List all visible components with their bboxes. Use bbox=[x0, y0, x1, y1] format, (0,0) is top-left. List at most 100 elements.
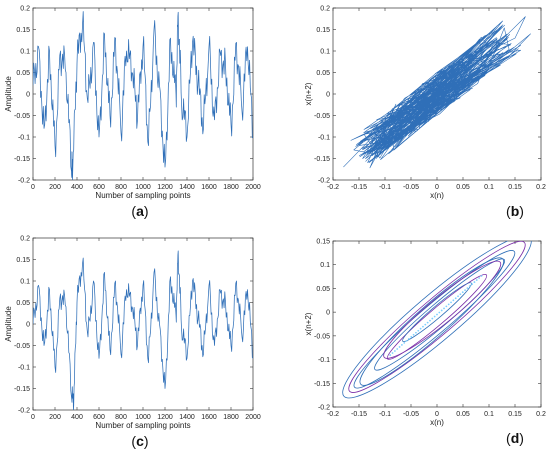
y-tick-label: 0.15 bbox=[316, 239, 330, 246]
panel-label: (b) bbox=[506, 203, 524, 219]
x-tick-label: 1200 bbox=[157, 184, 173, 191]
x-tick-label: 0.05 bbox=[456, 184, 470, 191]
y-tick-label: -0.2 bbox=[18, 408, 30, 415]
y-tick-label: -0.2 bbox=[18, 178, 30, 185]
center-point bbox=[431, 317, 434, 320]
y-tick-label: 0.05 bbox=[316, 286, 330, 293]
panel-label: (d) bbox=[506, 430, 524, 446]
x-tick-label: 800 bbox=[115, 414, 127, 421]
center-point bbox=[445, 305, 448, 308]
center-point bbox=[426, 321, 429, 324]
chart-panel-c: 0 200 400 600 800 1000 1200 1400 1600 1800 2000 -0.… bbox=[4, 236, 261, 450]
center-point bbox=[410, 335, 413, 338]
attractor-loop bbox=[402, 282, 472, 342]
x-tick-label: 1800 bbox=[223, 184, 239, 191]
panel-label: (c) bbox=[131, 433, 148, 449]
x-axis-label: Number of sampling points bbox=[95, 191, 190, 200]
x-tick-label: 1600 bbox=[201, 184, 217, 191]
y-tick-label: 0.05 bbox=[16, 300, 30, 307]
panel-label-open: ( bbox=[506, 203, 511, 219]
center-point bbox=[478, 277, 481, 279]
center-point bbox=[464, 289, 466, 292]
center-point bbox=[424, 323, 427, 326]
center-point bbox=[454, 297, 457, 300]
center-point bbox=[438, 311, 441, 314]
center-point bbox=[473, 281, 476, 283]
x-tick-label: 600 bbox=[93, 184, 105, 191]
y-tick-label: 0.2 bbox=[20, 236, 30, 243]
x-tick-label: -0.2 bbox=[327, 411, 339, 418]
x-tick-label: -0.15 bbox=[351, 411, 367, 418]
y-tick-label: 0.15 bbox=[16, 257, 30, 264]
x-tick-label: 0 bbox=[435, 411, 439, 418]
chart-panel-d: -0.2 -0.15 -0.1 -0.05 0 0.05 0.1 0.15 0.2 -0.2 -0.… bbox=[304, 239, 546, 447]
x-tick-label: 0.2 bbox=[536, 411, 546, 418]
x-tick-label: -0.2 bbox=[327, 184, 339, 191]
x-tick-label: 0.05 bbox=[456, 411, 470, 418]
center-point bbox=[440, 309, 443, 312]
y-axis-label: Amplitude bbox=[4, 76, 13, 112]
center-point bbox=[457, 295, 459, 298]
x-tick-label: -0.05 bbox=[403, 411, 419, 418]
y-tick-label: -0.05 bbox=[314, 333, 330, 340]
center-point bbox=[417, 329, 420, 332]
x-tick-label: 400 bbox=[71, 414, 83, 421]
panel-label-close: ) bbox=[144, 433, 149, 449]
panel-label-close: ) bbox=[519, 430, 524, 446]
attractor-loop bbox=[359, 257, 505, 386]
center-point bbox=[475, 279, 478, 281]
x-tick-label: 600 bbox=[93, 414, 105, 421]
y-tick-label: -0.15 bbox=[314, 381, 330, 388]
axes-frame bbox=[32, 237, 254, 411]
x-tick-label: 0.15 bbox=[508, 411, 522, 418]
y-tick-label: -0.05 bbox=[314, 113, 330, 120]
center-point bbox=[422, 325, 424, 328]
x-tick-label: 200 bbox=[49, 414, 61, 421]
series-line bbox=[33, 250, 253, 410]
y-tick-label: 0.1 bbox=[20, 279, 30, 286]
x-tick-label: -0.1 bbox=[379, 411, 391, 418]
panel-label-open: ( bbox=[131, 433, 136, 449]
center-point bbox=[419, 327, 422, 330]
center-point bbox=[433, 315, 436, 318]
attractor-loop bbox=[348, 241, 526, 393]
y-tick-label: 0.05 bbox=[16, 70, 30, 77]
x-tick-label: 0 bbox=[435, 184, 439, 191]
x-tick-label: 1400 bbox=[179, 414, 195, 421]
y-tick-label: -0.2 bbox=[318, 405, 330, 412]
y-tick-label: -0.1 bbox=[18, 365, 30, 372]
x-tick-label: 0 bbox=[31, 414, 35, 421]
y-tick-label: 0.1 bbox=[320, 262, 330, 269]
center-point bbox=[443, 307, 445, 310]
attractor-loop bbox=[353, 250, 516, 389]
y-tick-label: -0.15 bbox=[14, 156, 30, 163]
axes-frame bbox=[332, 240, 542, 408]
center-point bbox=[405, 339, 408, 342]
x-axis-label: Number of sampling points bbox=[95, 421, 190, 430]
y-tick-label: 0.1 bbox=[20, 49, 30, 56]
center-point bbox=[408, 337, 410, 340]
y-tick-label: 0 bbox=[26, 322, 30, 329]
axes-frame bbox=[32, 7, 254, 181]
center-point bbox=[436, 313, 438, 316]
center-point bbox=[480, 275, 483, 277]
center-point bbox=[429, 319, 431, 322]
attractor-loop bbox=[342, 241, 532, 399]
x-tick-label: 800 bbox=[115, 184, 127, 191]
center-point bbox=[396, 348, 399, 350]
center-point bbox=[471, 283, 473, 286]
y-tick-label: -0.1 bbox=[318, 135, 330, 142]
y-tick-label: -0.2 bbox=[318, 178, 330, 185]
x-tick-label: 200 bbox=[49, 184, 61, 191]
x-tick-label: 2000 bbox=[245, 414, 261, 421]
x-tick-label: 400 bbox=[71, 184, 83, 191]
center-point bbox=[415, 331, 417, 334]
series-line bbox=[343, 16, 531, 169]
center-point bbox=[412, 333, 415, 336]
panel-label-letter: a bbox=[136, 203, 144, 219]
center-point bbox=[459, 293, 462, 296]
y-tick-label: -0.1 bbox=[18, 135, 30, 142]
chart-panel-b: -0.2 -0.15 -0.1 -0.05 0 0.05 0.1 0.15 0.2 -0.2 -0.… bbox=[304, 6, 546, 220]
panel-label-letter: c bbox=[136, 433, 144, 449]
y-tick-label: 0 bbox=[26, 92, 30, 99]
